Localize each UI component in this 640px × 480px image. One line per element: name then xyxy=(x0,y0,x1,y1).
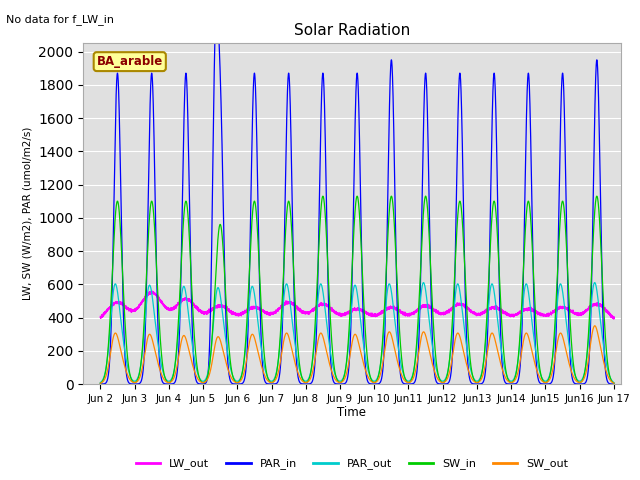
X-axis label: Time: Time xyxy=(337,407,367,420)
LW_out xyxy=(610,316,618,322)
SW_out xyxy=(201,379,209,385)
Line: PAR_out: PAR_out xyxy=(100,283,614,383)
PAR_out xyxy=(428,339,436,345)
SW_in xyxy=(500,359,508,364)
PAR_in xyxy=(212,2,220,8)
PAR_out xyxy=(609,378,616,384)
LW_out xyxy=(610,316,618,322)
PAR_in xyxy=(428,319,436,324)
SW_in xyxy=(289,245,296,251)
SW_out xyxy=(289,350,296,356)
LW_out xyxy=(207,308,214,313)
LW_out xyxy=(97,313,104,319)
Line: LW_out: LW_out xyxy=(100,291,614,319)
Line: PAR_in: PAR_in xyxy=(100,5,614,384)
LW_out xyxy=(501,311,509,316)
SW_in xyxy=(609,379,616,384)
Line: SW_in: SW_in xyxy=(100,196,614,384)
LW_out xyxy=(201,310,209,316)
PAR_out xyxy=(610,380,618,385)
Text: No data for f_LW_in: No data for f_LW_in xyxy=(6,14,115,25)
PAR_out xyxy=(97,380,104,385)
SW_out xyxy=(206,369,214,374)
PAR_out xyxy=(201,377,209,383)
SW_in xyxy=(428,288,436,293)
Line: SW_out: SW_out xyxy=(100,326,614,383)
SW_out xyxy=(97,380,104,386)
SW_out xyxy=(609,379,616,385)
LW_out xyxy=(428,305,436,311)
SW_out xyxy=(428,359,436,364)
SW_in xyxy=(593,193,601,199)
SW_out xyxy=(610,380,618,386)
Legend: LW_out, PAR_in, PAR_out, SW_in, SW_out: LW_out, PAR_in, PAR_out, SW_in, SW_out xyxy=(132,454,572,474)
SW_in xyxy=(610,380,618,386)
PAR_out xyxy=(289,321,296,327)
PAR_in xyxy=(609,381,616,387)
LW_out xyxy=(148,288,156,294)
PAR_out xyxy=(501,366,509,372)
SW_in xyxy=(97,381,104,386)
LW_out xyxy=(609,313,616,319)
Text: BA_arable: BA_arable xyxy=(97,55,163,68)
SW_in xyxy=(201,379,209,385)
PAR_in xyxy=(97,381,104,387)
PAR_in xyxy=(289,224,296,229)
SW_out xyxy=(591,323,598,329)
PAR_in xyxy=(501,379,509,384)
PAR_in xyxy=(201,381,209,386)
PAR_out xyxy=(206,356,214,361)
PAR_in xyxy=(610,381,618,387)
Y-axis label: LW, SW (W/m2), PAR (umol/m2/s): LW, SW (W/m2), PAR (umol/m2/s) xyxy=(22,127,33,300)
PAR_out xyxy=(420,280,428,286)
SW_in xyxy=(206,357,214,363)
SW_out xyxy=(500,373,508,379)
PAR_in xyxy=(206,322,214,328)
LW_out xyxy=(289,301,296,307)
Title: Solar Radiation: Solar Radiation xyxy=(294,23,410,38)
